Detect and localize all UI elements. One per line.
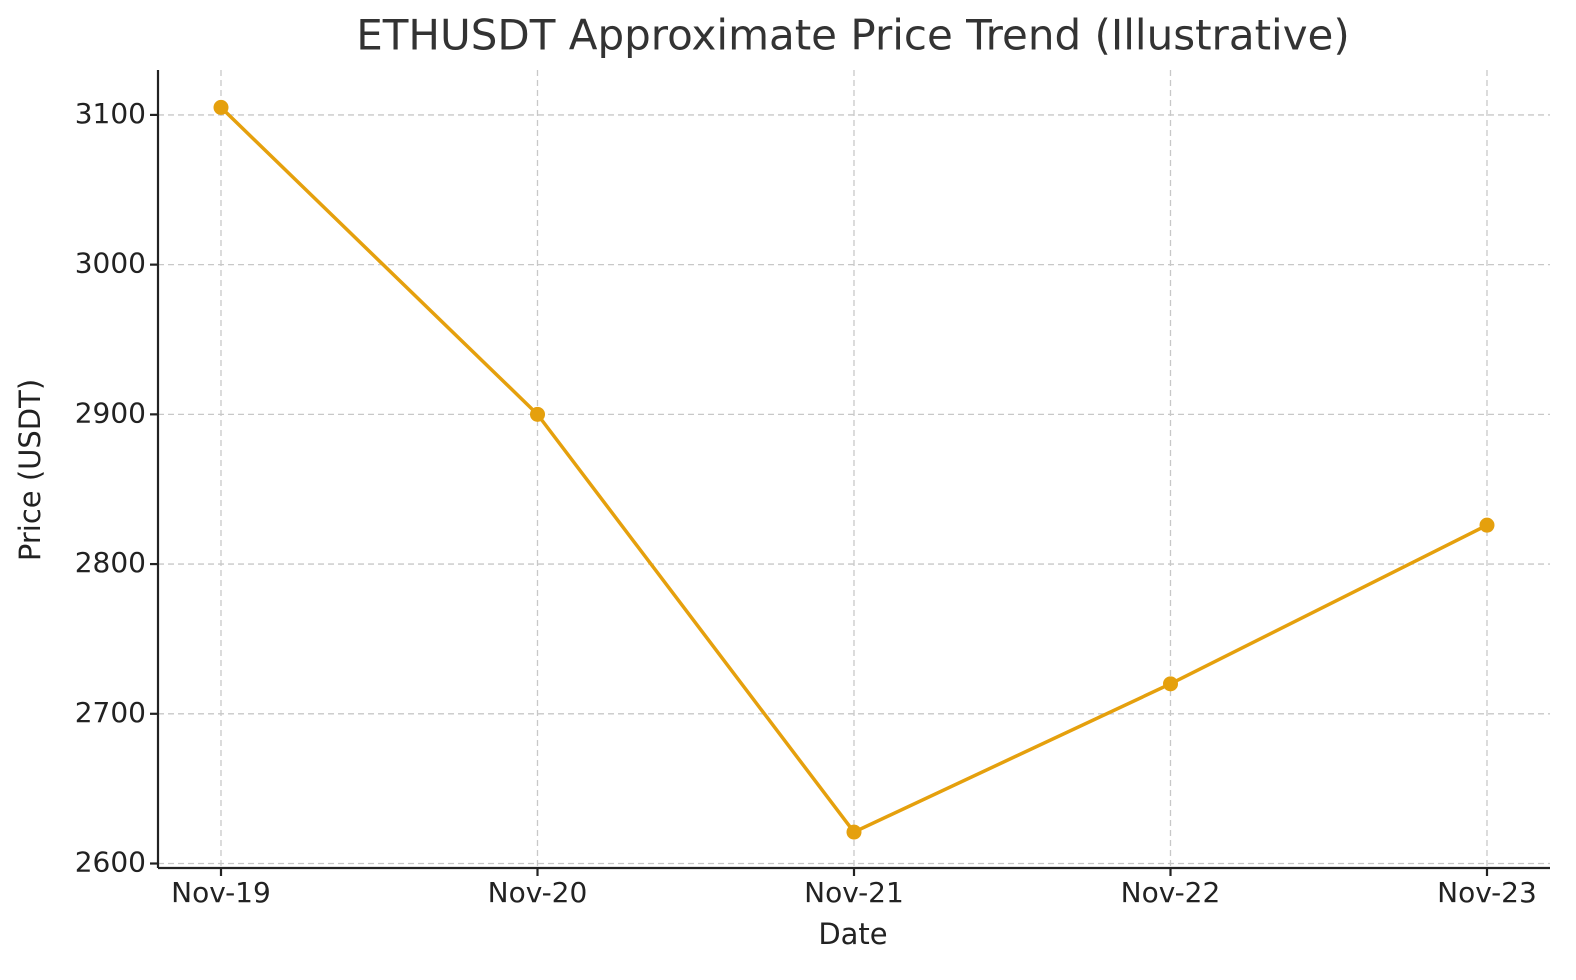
y-tick-label: 2600 [75,846,146,879]
data-point [1163,676,1178,692]
x-tick-label: Nov-22 [1121,876,1221,909]
data-point [213,99,229,115]
y-tick-label: 2700 [75,696,146,729]
data-point [1479,517,1495,533]
y-tick-label: 3100 [75,97,146,130]
x-tick-label: Nov-19 [171,876,271,909]
x-axis-label: Date [818,917,887,951]
y-tick-label: 2900 [75,396,146,429]
chart-title: ETHUSDT Approximate Price Trend (Illustr… [356,11,1350,60]
x-tick-label: Nov-20 [488,876,588,909]
x-tick-label: Nov-23 [1437,876,1537,909]
y-axis-label: Price (USDT) [13,379,47,561]
data-point [846,824,862,840]
data-point [530,406,545,422]
y-tick-label: 2800 [75,546,146,579]
y-tick-label: 3000 [75,247,146,280]
x-tick-label: Nov-21 [804,876,904,909]
